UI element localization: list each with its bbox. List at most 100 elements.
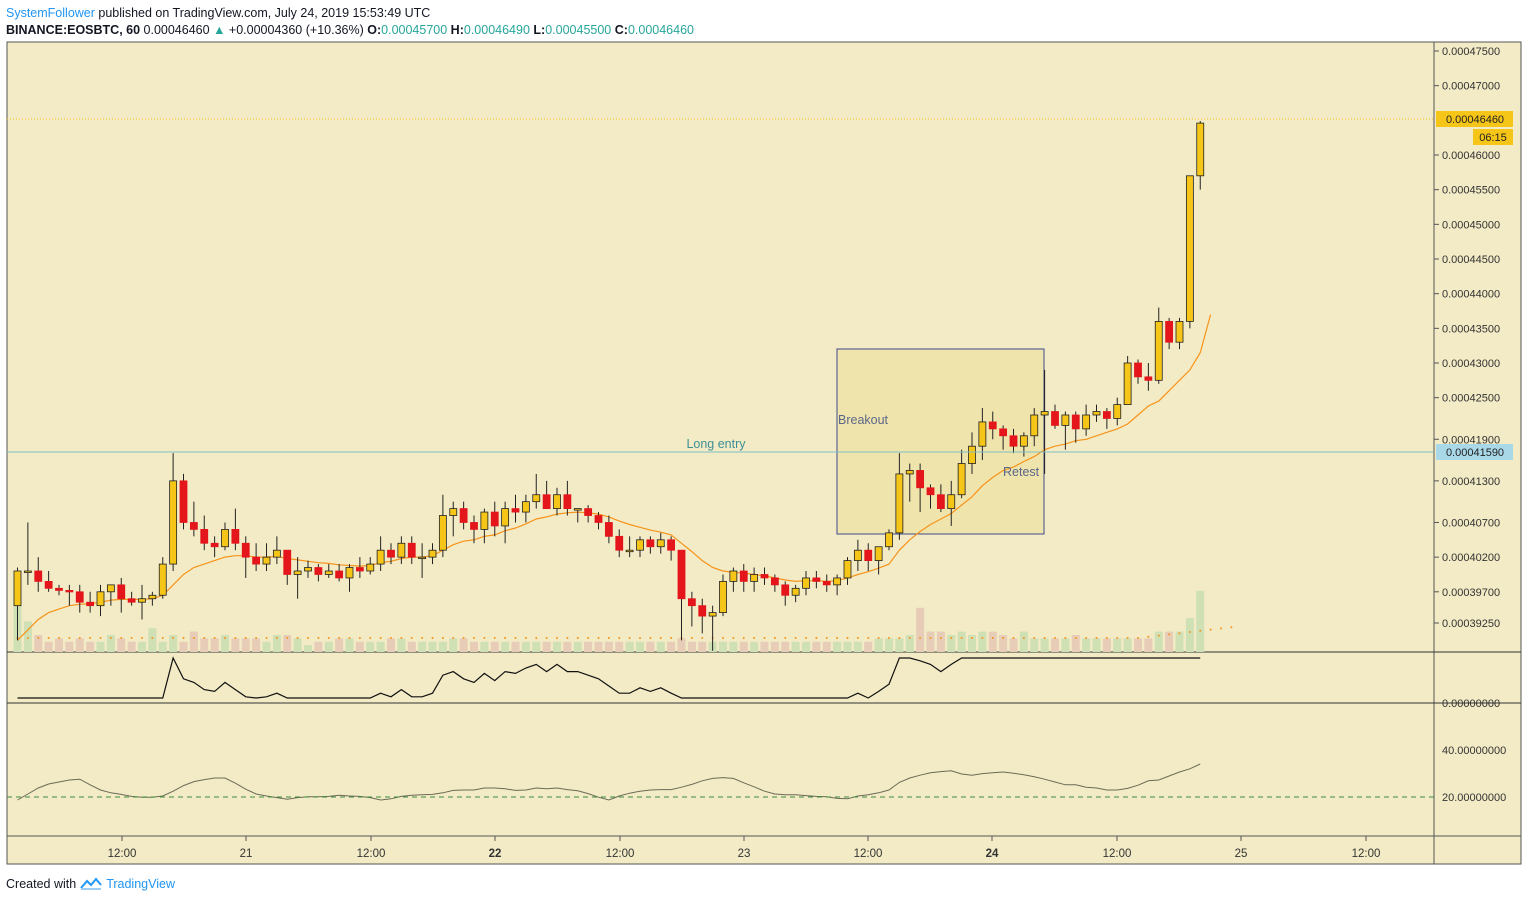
- volume-bar: [106, 635, 115, 652]
- price-label: 0.00040200: [1442, 552, 1500, 564]
- volume-ma-dot: [836, 637, 839, 639]
- volume-bar: [594, 641, 603, 652]
- volume-bar: [44, 641, 53, 652]
- candle-bear: [615, 535, 624, 551]
- candle-bull: [397, 542, 406, 558]
- volume-ma-dot: [141, 637, 143, 639]
- volume-bar: [418, 641, 427, 652]
- close-label: C:: [614, 23, 628, 37]
- volume-ma-dot: [182, 637, 185, 639]
- candle-bull: [885, 532, 893, 548]
- volume-ma-dot: [1199, 629, 1202, 632]
- entry-price-tag-text: 0.00041590: [1446, 447, 1504, 459]
- time-axis[interactable]: 12:00 21 12:00 22 12:00 23 12:00 24 12:00 25 12:00: [108, 836, 1381, 860]
- created-with-text: Created with: [6, 877, 77, 891]
- volume-bar: [221, 635, 229, 652]
- volume-ma-dot: [307, 637, 309, 639]
- volume-ma-dot: [639, 637, 641, 639]
- volume-bar: [874, 638, 883, 652]
- candle-bull: [553, 494, 561, 510]
- volume-ma-dot: [400, 637, 403, 639]
- volume-ma-dot: [670, 637, 673, 639]
- time-label: 12:00: [606, 848, 635, 860]
- volume-bar: [573, 641, 582, 652]
- low-label: L:: [533, 23, 546, 37]
- volume-bar: [158, 641, 167, 652]
- volume-ma-dot: [649, 637, 652, 639]
- candle-bear: [407, 542, 416, 558]
- candle-bear: [252, 556, 261, 565]
- candle-bear: [687, 598, 696, 607]
- tradingview-brand[interactable]: TradingView: [106, 877, 175, 891]
- volume-bar: [34, 635, 43, 652]
- volume-bar: [1175, 631, 1184, 652]
- open-label: O:: [367, 23, 382, 37]
- candle-bull: [895, 473, 904, 534]
- volume-ma-dot: [991, 637, 994, 639]
- volume-ma-dot: [576, 637, 579, 639]
- price-label: 0.00047500: [1442, 46, 1500, 58]
- volume-bar: [781, 641, 790, 652]
- change-value: +0.00004360 (+10.36%): [228, 23, 364, 37]
- author-link[interactable]: SystemFollower: [6, 6, 95, 20]
- candle-bull: [293, 570, 302, 575]
- candle-bull: [802, 577, 810, 589]
- volume-bar: [636, 641, 644, 652]
- volume-ma-dot: [545, 637, 548, 639]
- volume-bar: [687, 641, 696, 652]
- candle-bull: [905, 470, 914, 475]
- volume-bar: [656, 641, 665, 652]
- volume-ma-dot: [37, 637, 40, 639]
- breakout-label: Breakout: [838, 413, 889, 427]
- volume-ma-dot: [89, 637, 92, 639]
- candle-bull: [158, 563, 167, 596]
- volume-ma-dot: [1116, 637, 1119, 639]
- volume-ma-dot: [120, 637, 123, 639]
- price-axis[interactable]: 0.00047500 0.00047000 0.00046000 0.00045500…: [1434, 46, 1500, 630]
- candle-bear: [283, 549, 292, 575]
- chart-frame: [6, 41, 1522, 865]
- volume-ma-dot: [1168, 633, 1171, 636]
- candle-bear: [1144, 376, 1153, 381]
- candle-bull: [449, 508, 458, 516]
- volume-bar: [978, 631, 987, 652]
- candle-bear: [594, 515, 603, 523]
- volume-ma-dot: [1012, 637, 1015, 639]
- price-label: 0.00039700: [1442, 587, 1500, 599]
- volume-bar: [1113, 638, 1122, 652]
- volume-ma-dot: [99, 637, 102, 639]
- volume-ma-dot: [1033, 637, 1036, 639]
- volume-ma-dot: [441, 637, 444, 639]
- volume-ma-dot: [265, 637, 268, 639]
- candle-bear: [314, 567, 323, 575]
- volume-ma-dot: [224, 637, 226, 639]
- ema-path: [17, 314, 1212, 641]
- volume-ma-dot: [327, 637, 330, 639]
- volume-bar: [459, 638, 468, 652]
- time-label: 25: [1235, 848, 1248, 860]
- volume-bar: [1123, 638, 1132, 652]
- volume-ma-dot: [296, 637, 299, 639]
- volume-ma-dot: [1043, 637, 1046, 639]
- candle-bull: [1113, 404, 1122, 419]
- current-price-tag-text: 0.00046460: [1446, 114, 1504, 126]
- candle-bull: [853, 549, 862, 562]
- volume-ma-dot: [504, 637, 507, 639]
- candle-bear: [179, 480, 188, 523]
- candle-bull: [438, 515, 447, 551]
- volume-ma-dot: [1105, 637, 1108, 639]
- volume-bar: [770, 641, 779, 652]
- candle-bull: [272, 549, 281, 558]
- volume-bar: [231, 638, 240, 652]
- volume-bar: [23, 621, 32, 652]
- volume-bar: [210, 638, 219, 652]
- volume-ma-dot: [379, 637, 382, 639]
- volume-ma-dot: [856, 637, 859, 639]
- volume-bar: [511, 641, 520, 652]
- volume-ma-dot: [556, 637, 558, 639]
- volume-bar: [189, 631, 198, 652]
- candle-bear: [999, 428, 1008, 437]
- candle-bull: [843, 560, 852, 579]
- volume-ma-dot: [317, 637, 320, 639]
